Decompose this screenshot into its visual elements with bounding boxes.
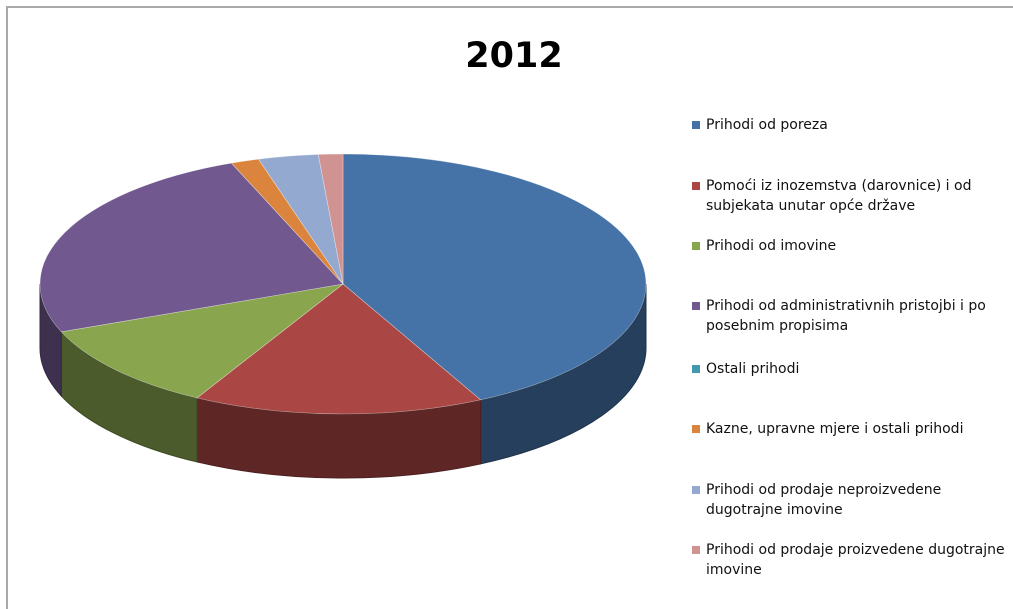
legend-label-3: Prihodi od imovine [706, 238, 837, 254]
legend-label-7: Prihodi od prodaje neproizvedene dugotra… [706, 482, 942, 518]
legend-label-6: Kazne, upravne mjere i ostali prihodi [706, 421, 964, 437]
legend-label-1: Prihodi od poreza [706, 117, 828, 133]
legend-swatch-4 [692, 302, 700, 310]
slice-prihodi-od-administrativnih-pristojbi-i- [39, 162, 344, 333]
legend-label-4: Prihodi od administrativnih pristojbi i … [706, 298, 986, 334]
slice-pomoci-iz-inozemstva-darovnice-i-od-subj [196, 283, 482, 415]
legend-item-ostali-prihodi: Ostali prihodi [692, 359, 1010, 379]
legend-swatch-5 [692, 365, 700, 373]
chart-title: 2012 [465, 36, 563, 76]
legend-swatch-3 [692, 242, 700, 250]
legend-label-2: Pomoći iz inozemstva (darovnice) i od su… [706, 178, 972, 214]
legend-label-5: Ostali prihodi [706, 361, 800, 377]
slice-prihodi-od-prodaje-proizvedene-dugotrajn [317, 153, 344, 285]
legend-item-pomoci-iz-inozemstva: Pomoći iz inozemstva (darovnice) i od su… [692, 176, 1010, 216]
slice-prihodi-od-poreza [342, 153, 647, 401]
legend-swatch-1 [692, 121, 700, 129]
legend-item-proizvedena-imovina: Prihodi od prodaje proizvedene dugotrajn… [692, 540, 1010, 580]
legend-item-neproizvedena-imovina: Prihodi od prodaje neproizvedene dugotra… [692, 480, 1010, 520]
legend-item-kazne: Kazne, upravne mjere i ostali prihodi [692, 419, 1010, 439]
legend-swatch-8 [692, 546, 700, 554]
legend-item-administrativne-pristojbe: Prihodi od administrativnih pristojbi i … [692, 296, 1010, 336]
legend-item-prihodi-od-poreza: Prihodi od poreza [692, 115, 1010, 135]
legend-swatch-7 [692, 486, 700, 494]
legend-swatch-6 [692, 425, 700, 433]
legend-swatch-2 [692, 182, 700, 190]
legend-label-8: Prihodi od prodaje proizvedene dugotrajn… [706, 542, 1005, 578]
slice-prihodi-od-imovine [60, 283, 344, 399]
pie-side-walls [39, 283, 647, 479]
legend-item-prihodi-od-imovine: Prihodi od imovine [692, 236, 1010, 256]
pie-top-faces [39, 153, 647, 415]
